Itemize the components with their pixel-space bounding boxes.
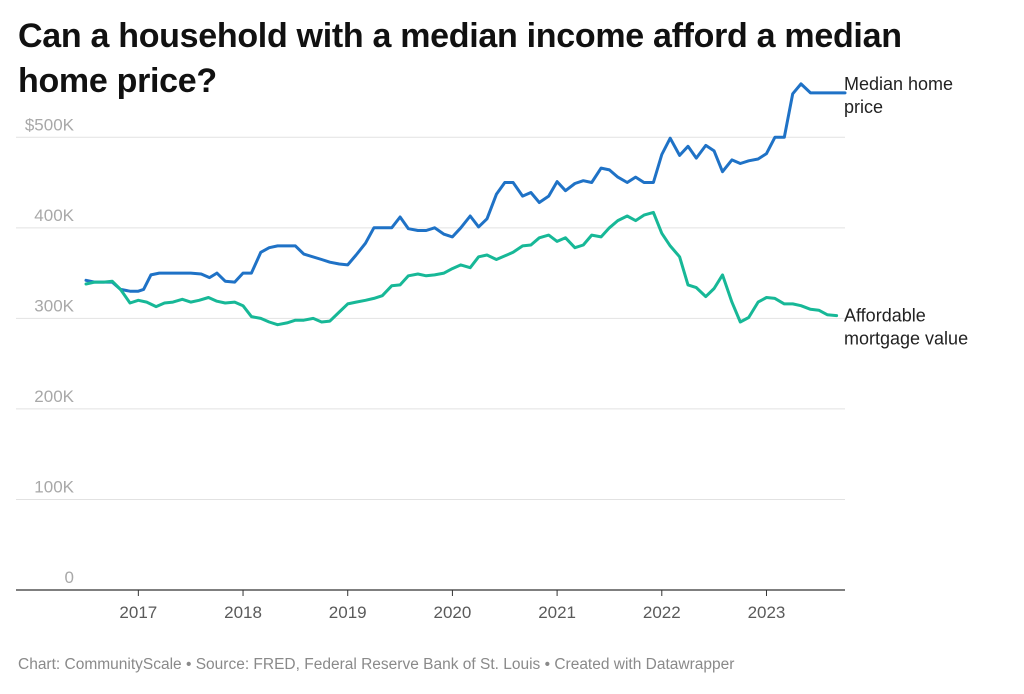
x-tick-label: 2019: [329, 603, 367, 622]
x-tick-label: 2021: [538, 603, 576, 622]
series-labels: Median home price Affordable mortgage value: [844, 74, 968, 349]
series-line-affordable-mortgage-value: [84, 210, 839, 327]
gridlines: [16, 136, 845, 591]
x-tick-label: 2020: [433, 603, 471, 622]
y-tick-label: 200K: [34, 387, 74, 406]
y-axis-ticks: 0 100K 200K 300K 400K $500K: [25, 115, 75, 587]
series-lines: [84, 82, 847, 327]
y-tick-label: 400K: [34, 206, 74, 225]
chart-title: Can a household with a median income aff…: [18, 17, 902, 100]
x-tick-label: 2022: [643, 603, 681, 622]
series-label-affordable-mortgage-value: Affordable mortgage value: [844, 306, 968, 349]
chart-footer: Chart: CommunityScale • Source: FRED, Fe…: [18, 656, 735, 673]
x-tick-label: 2023: [748, 603, 786, 622]
y-tick-label: 100K: [34, 477, 74, 496]
series-label-line: Median home: [844, 74, 953, 94]
y-tick-label: 300K: [34, 296, 74, 315]
x-tick-label: 2018: [224, 603, 262, 622]
y-tick-label: 0: [65, 568, 74, 587]
x-axis-ticks: 2017 2018 2019 2020 2021 2022 2023: [119, 590, 785, 622]
series-label-median-home-price: Median home price: [844, 74, 953, 117]
series-label-line: mortgage value: [844, 329, 968, 349]
series-label-line: price: [844, 97, 883, 117]
y-tick-label: $500K: [25, 115, 75, 134]
series-line-median-home-price: [84, 82, 847, 293]
x-tick-label: 2017: [119, 603, 157, 622]
series-label-line: Affordable: [844, 306, 926, 326]
